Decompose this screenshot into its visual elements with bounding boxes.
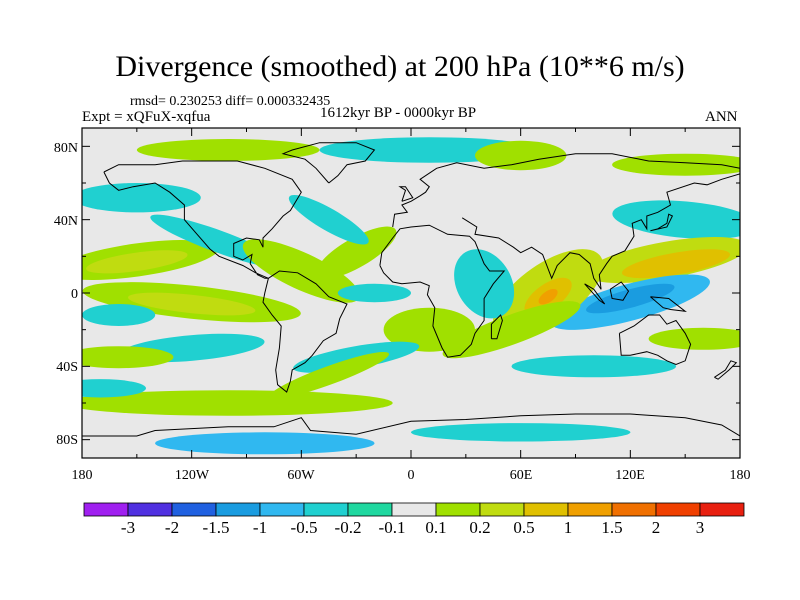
coastline <box>281 142 376 184</box>
contour-region <box>315 226 397 279</box>
colorbar <box>83 502 745 517</box>
coastline <box>398 186 414 202</box>
colorbar-label: 0.5 <box>513 518 535 537</box>
colorbar-label: 3 <box>695 518 705 537</box>
coastline <box>82 413 740 437</box>
contour-region <box>82 304 156 326</box>
coastline <box>262 270 348 393</box>
colorbar-swatch <box>435 502 481 517</box>
coastlines <box>82 142 740 437</box>
contour-region <box>586 283 675 314</box>
coastline <box>461 173 740 290</box>
coastline <box>609 281 630 301</box>
y-tick-label: 80N <box>53 141 78 156</box>
coastline <box>584 283 606 305</box>
contour-region <box>538 288 558 305</box>
map-title: Divergence (smoothed) at 200 hPa (10**6 … <box>115 50 685 83</box>
rmsd-diff-stats: rmsd= 0.230253 diff= 0.000332435 <box>130 94 330 110</box>
colorbar-swatch <box>259 502 305 517</box>
contour-region <box>128 292 256 316</box>
coastline <box>650 213 674 232</box>
coastline <box>618 314 692 366</box>
diff-value: diff= 0.000332435 <box>225 94 331 109</box>
colorbar-label: -3 <box>120 518 136 537</box>
contour-region <box>337 283 411 303</box>
contour-region <box>648 327 740 350</box>
colorbar-swatch <box>655 502 701 517</box>
contour-region <box>82 346 174 369</box>
period-label: 1612kyr BP - 0000kyr BP <box>320 105 477 121</box>
coastline <box>714 360 738 380</box>
coastline <box>379 224 506 358</box>
contour-region <box>268 351 390 400</box>
colorbar-label: -2 <box>164 518 180 537</box>
x-tick-label: 0 <box>407 468 415 483</box>
y-tick-label: 80S <box>56 433 78 448</box>
colorbar-swatch <box>171 502 217 517</box>
contour-region <box>454 249 515 319</box>
contour-region <box>155 432 375 455</box>
contour-region <box>136 139 320 161</box>
contour-region <box>82 379 146 398</box>
colorbar-label: -0.5 <box>290 518 318 537</box>
coastline <box>103 160 302 279</box>
y-tick-label: 0 <box>71 287 78 302</box>
contour-region <box>383 307 475 352</box>
colorbar-swatch <box>215 502 261 517</box>
colorbar-swatch <box>83 502 129 517</box>
colorbar-swatch <box>611 502 657 517</box>
colorbar-label: 0.1 <box>425 518 447 537</box>
y-tick-label: 40N <box>53 214 78 229</box>
colorbar-label: -0.2 <box>334 518 362 537</box>
colorbar-label: 0.2 <box>469 518 491 537</box>
colorbar-swatch <box>523 502 569 517</box>
contour-region <box>612 200 740 240</box>
x-tick-label: 60W <box>287 468 315 483</box>
contour-region <box>411 423 631 442</box>
experiment-label: Expt = xQFuX-xqfua <box>82 109 211 125</box>
colorbar-swatch <box>479 502 525 517</box>
contour-region <box>82 183 201 213</box>
contour-region <box>475 140 567 171</box>
axis-ticks <box>81 128 741 458</box>
colorbar-label: -0.1 <box>378 518 406 537</box>
x-tick-label: 120W <box>174 468 210 483</box>
x-tick-label: 60E <box>509 468 533 483</box>
colorbar-swatch <box>567 502 613 517</box>
rmsd-value: rmsd= 0.230253 <box>130 94 222 109</box>
colorbar-label: 1.5 <box>601 518 623 537</box>
colorbar-swatch <box>699 502 745 517</box>
contour-region <box>82 390 393 416</box>
y-tick-label: 40S <box>56 360 78 375</box>
contour-field <box>82 137 740 455</box>
contour-region <box>242 239 360 303</box>
x-tick-label: 180 <box>729 468 751 483</box>
colorbar-label: -1.5 <box>202 518 230 537</box>
contour-region <box>612 153 740 176</box>
x-tick-label: 120E <box>615 468 645 483</box>
colorbar-label: 1 <box>563 518 573 537</box>
colorbar-swatch <box>127 502 173 517</box>
contour-region <box>511 355 677 378</box>
colorbar-swatch <box>347 502 393 517</box>
season-label: ANN <box>705 109 738 125</box>
colorbar-label: -1 <box>252 518 268 537</box>
contour-region <box>288 194 369 245</box>
coastline <box>490 314 503 340</box>
contour-region <box>621 249 731 279</box>
colorbar-swatch <box>303 502 349 517</box>
coastline <box>650 296 687 313</box>
x-tick-label: 180 <box>71 468 93 483</box>
colorbar-swatch <box>391 502 437 517</box>
contour-region <box>442 301 581 359</box>
coastline <box>392 153 740 228</box>
contour-region <box>86 250 188 274</box>
colorbar-label: 2 <box>651 518 661 537</box>
